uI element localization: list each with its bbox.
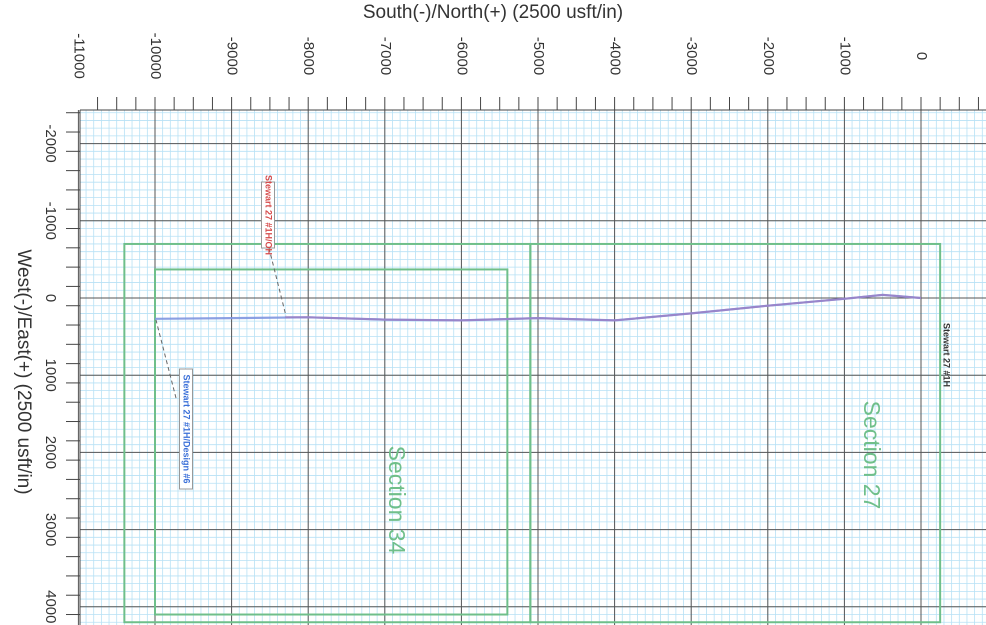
minor-grid [80,110,986,625]
series-lines [154,293,922,322]
x-tick-label: -5000 [530,37,547,75]
x-tick-label: 0 [913,52,930,60]
x-tick-label: -11000 [70,33,87,79]
x-tick-label: -6000 [453,37,470,75]
axis-ticks: -11000 -10000 -9000 -8000 -7000 -6000 -5000 -40… [42,33,979,623]
x-tick-label: -7000 [377,37,394,75]
y-tick-label: -2000 [42,124,59,162]
well-label: Stewart 27 #1H/OH [264,175,274,255]
series-line [285,293,922,322]
label-box [179,368,193,490]
well-label: Stewart 27 #1H [942,323,952,387]
x-tick-label: -8000 [300,37,317,75]
section-boundaries: Section 27 Section 34 [123,242,942,624]
y-tick-label: -1000 [42,202,59,240]
well-labels: Stewart 27 #1H/OH Stewart 27 #1H/Design #… [155,175,952,490]
label-box [261,181,275,249]
section-label: Section 34 [384,446,410,555]
x-tick-label: -9000 [224,37,241,75]
section-label: Section 27 [859,401,885,510]
section-boundary [123,242,532,624]
x-tick-label: -2000 [760,37,777,75]
section-boundary [154,268,509,616]
leader-line [268,247,287,317]
y-tick-label: 1000 [42,359,59,392]
x-tick-label: -4000 [607,37,624,75]
x-tick-label: -3000 [683,37,700,75]
y-tick-label: 2000 [42,436,59,469]
y-tick-label: 3000 [42,513,59,546]
x-tick-label: -10000 [147,33,164,80]
y-tick-label: 4000 [42,590,59,623]
well-label: Stewart 27 #1H/Design #6 [182,374,192,483]
y-axis-title: West(-)/East(+) (2500 usft/in) [13,249,34,495]
y-tick-label: 0 [42,294,59,302]
x-tick-label: -1000 [836,37,853,75]
x-axis-title: South(-)/North(+) (2500 usft/in) [362,2,624,23]
